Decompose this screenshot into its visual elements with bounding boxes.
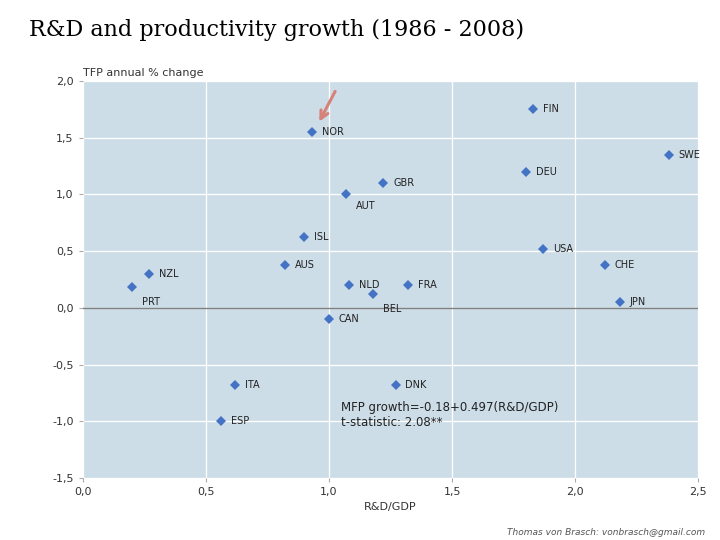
Text: NOR: NOR [322,127,343,137]
X-axis label: R&D/GDP: R&D/GDP [364,503,417,512]
Text: SWE: SWE [679,150,701,160]
Text: AUS: AUS [294,260,315,269]
Text: PRT: PRT [142,297,160,307]
Text: Thomas von Brasch: vonbrasch@gmail.com: Thomas von Brasch: vonbrasch@gmail.com [508,528,706,537]
Text: CHE: CHE [615,260,635,269]
Text: JPN: JPN [629,297,646,307]
Text: FIN: FIN [544,104,559,114]
Text: AUT: AUT [356,201,376,211]
Text: ESP: ESP [230,416,249,426]
Text: CAN: CAN [339,314,359,324]
Text: DEU: DEU [536,167,557,177]
Text: DNK: DNK [405,380,427,390]
Text: ITA: ITA [246,380,260,390]
Text: FRA: FRA [418,280,436,290]
Text: ISL: ISL [314,233,329,242]
Text: TFP annual % change: TFP annual % change [83,68,203,78]
Text: R&D and productivity growth (1986 - 2008): R&D and productivity growth (1986 - 2008… [29,19,524,41]
Text: USA: USA [553,244,573,254]
Text: BEL: BEL [383,304,402,314]
Text: NLD: NLD [359,280,379,290]
Text: NZL: NZL [159,269,179,279]
Text: MFP growth=-0.18+0.497(R&D/GDP)
t-statistic: 2.08**: MFP growth=-0.18+0.497(R&D/GDP) t-statis… [341,401,559,429]
Text: GBR: GBR [393,178,414,188]
